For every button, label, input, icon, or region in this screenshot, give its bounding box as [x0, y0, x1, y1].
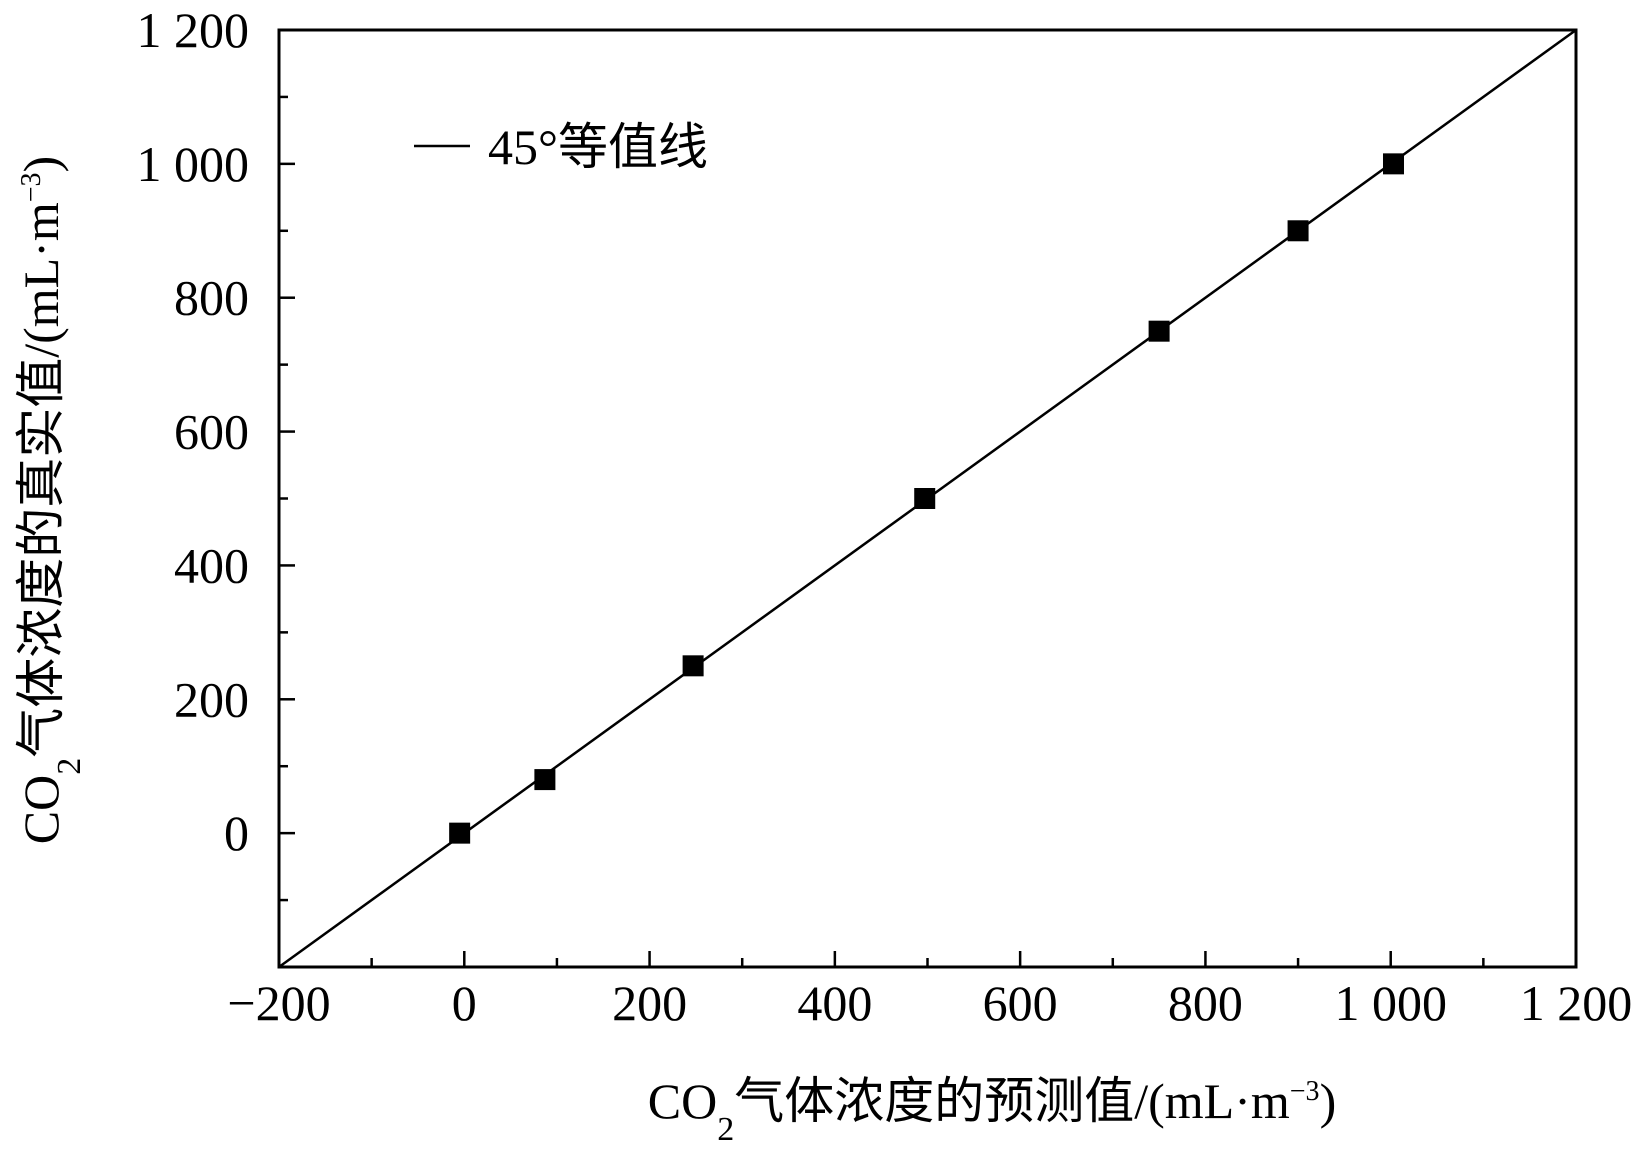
data-point: [534, 769, 556, 791]
data-point: [1148, 320, 1170, 342]
x-tick-label: 200: [612, 975, 687, 1031]
y-tick-label: 400: [174, 537, 249, 593]
x-tick-label: 1 200: [1520, 975, 1633, 1031]
x-tick-label: −200: [227, 975, 330, 1031]
legend: 45°等值线: [414, 119, 708, 175]
data-point: [682, 655, 704, 677]
y-tick-label: 1 200: [137, 2, 250, 58]
legend-label: 45°等值线: [488, 119, 708, 175]
x-tick-label: 800: [1168, 975, 1243, 1031]
data-point: [1287, 220, 1309, 242]
x-axis-title: CO2气体浓度的预测值/(mL·m−3): [648, 1073, 1336, 1148]
y-tick-label: 1 000: [137, 136, 250, 192]
y-tick-label: 0: [224, 805, 249, 861]
y-tick-label: 200: [174, 671, 249, 727]
y-tick-label: 800: [174, 270, 249, 326]
y-axis-title: CO2气体浓度的真实值/(mL·m−3): [13, 156, 88, 844]
data-point: [1382, 153, 1404, 175]
data-point: [449, 822, 471, 844]
x-tick-label: 1 000: [1334, 975, 1447, 1031]
data-point: [914, 488, 936, 509]
plot-frame: [277, 28, 1578, 969]
y-tick-label: 600: [174, 404, 249, 460]
x-tick-label: 600: [983, 975, 1058, 1031]
x-tick-label: 0: [452, 975, 477, 1031]
x-tick-label: 400: [797, 975, 872, 1031]
